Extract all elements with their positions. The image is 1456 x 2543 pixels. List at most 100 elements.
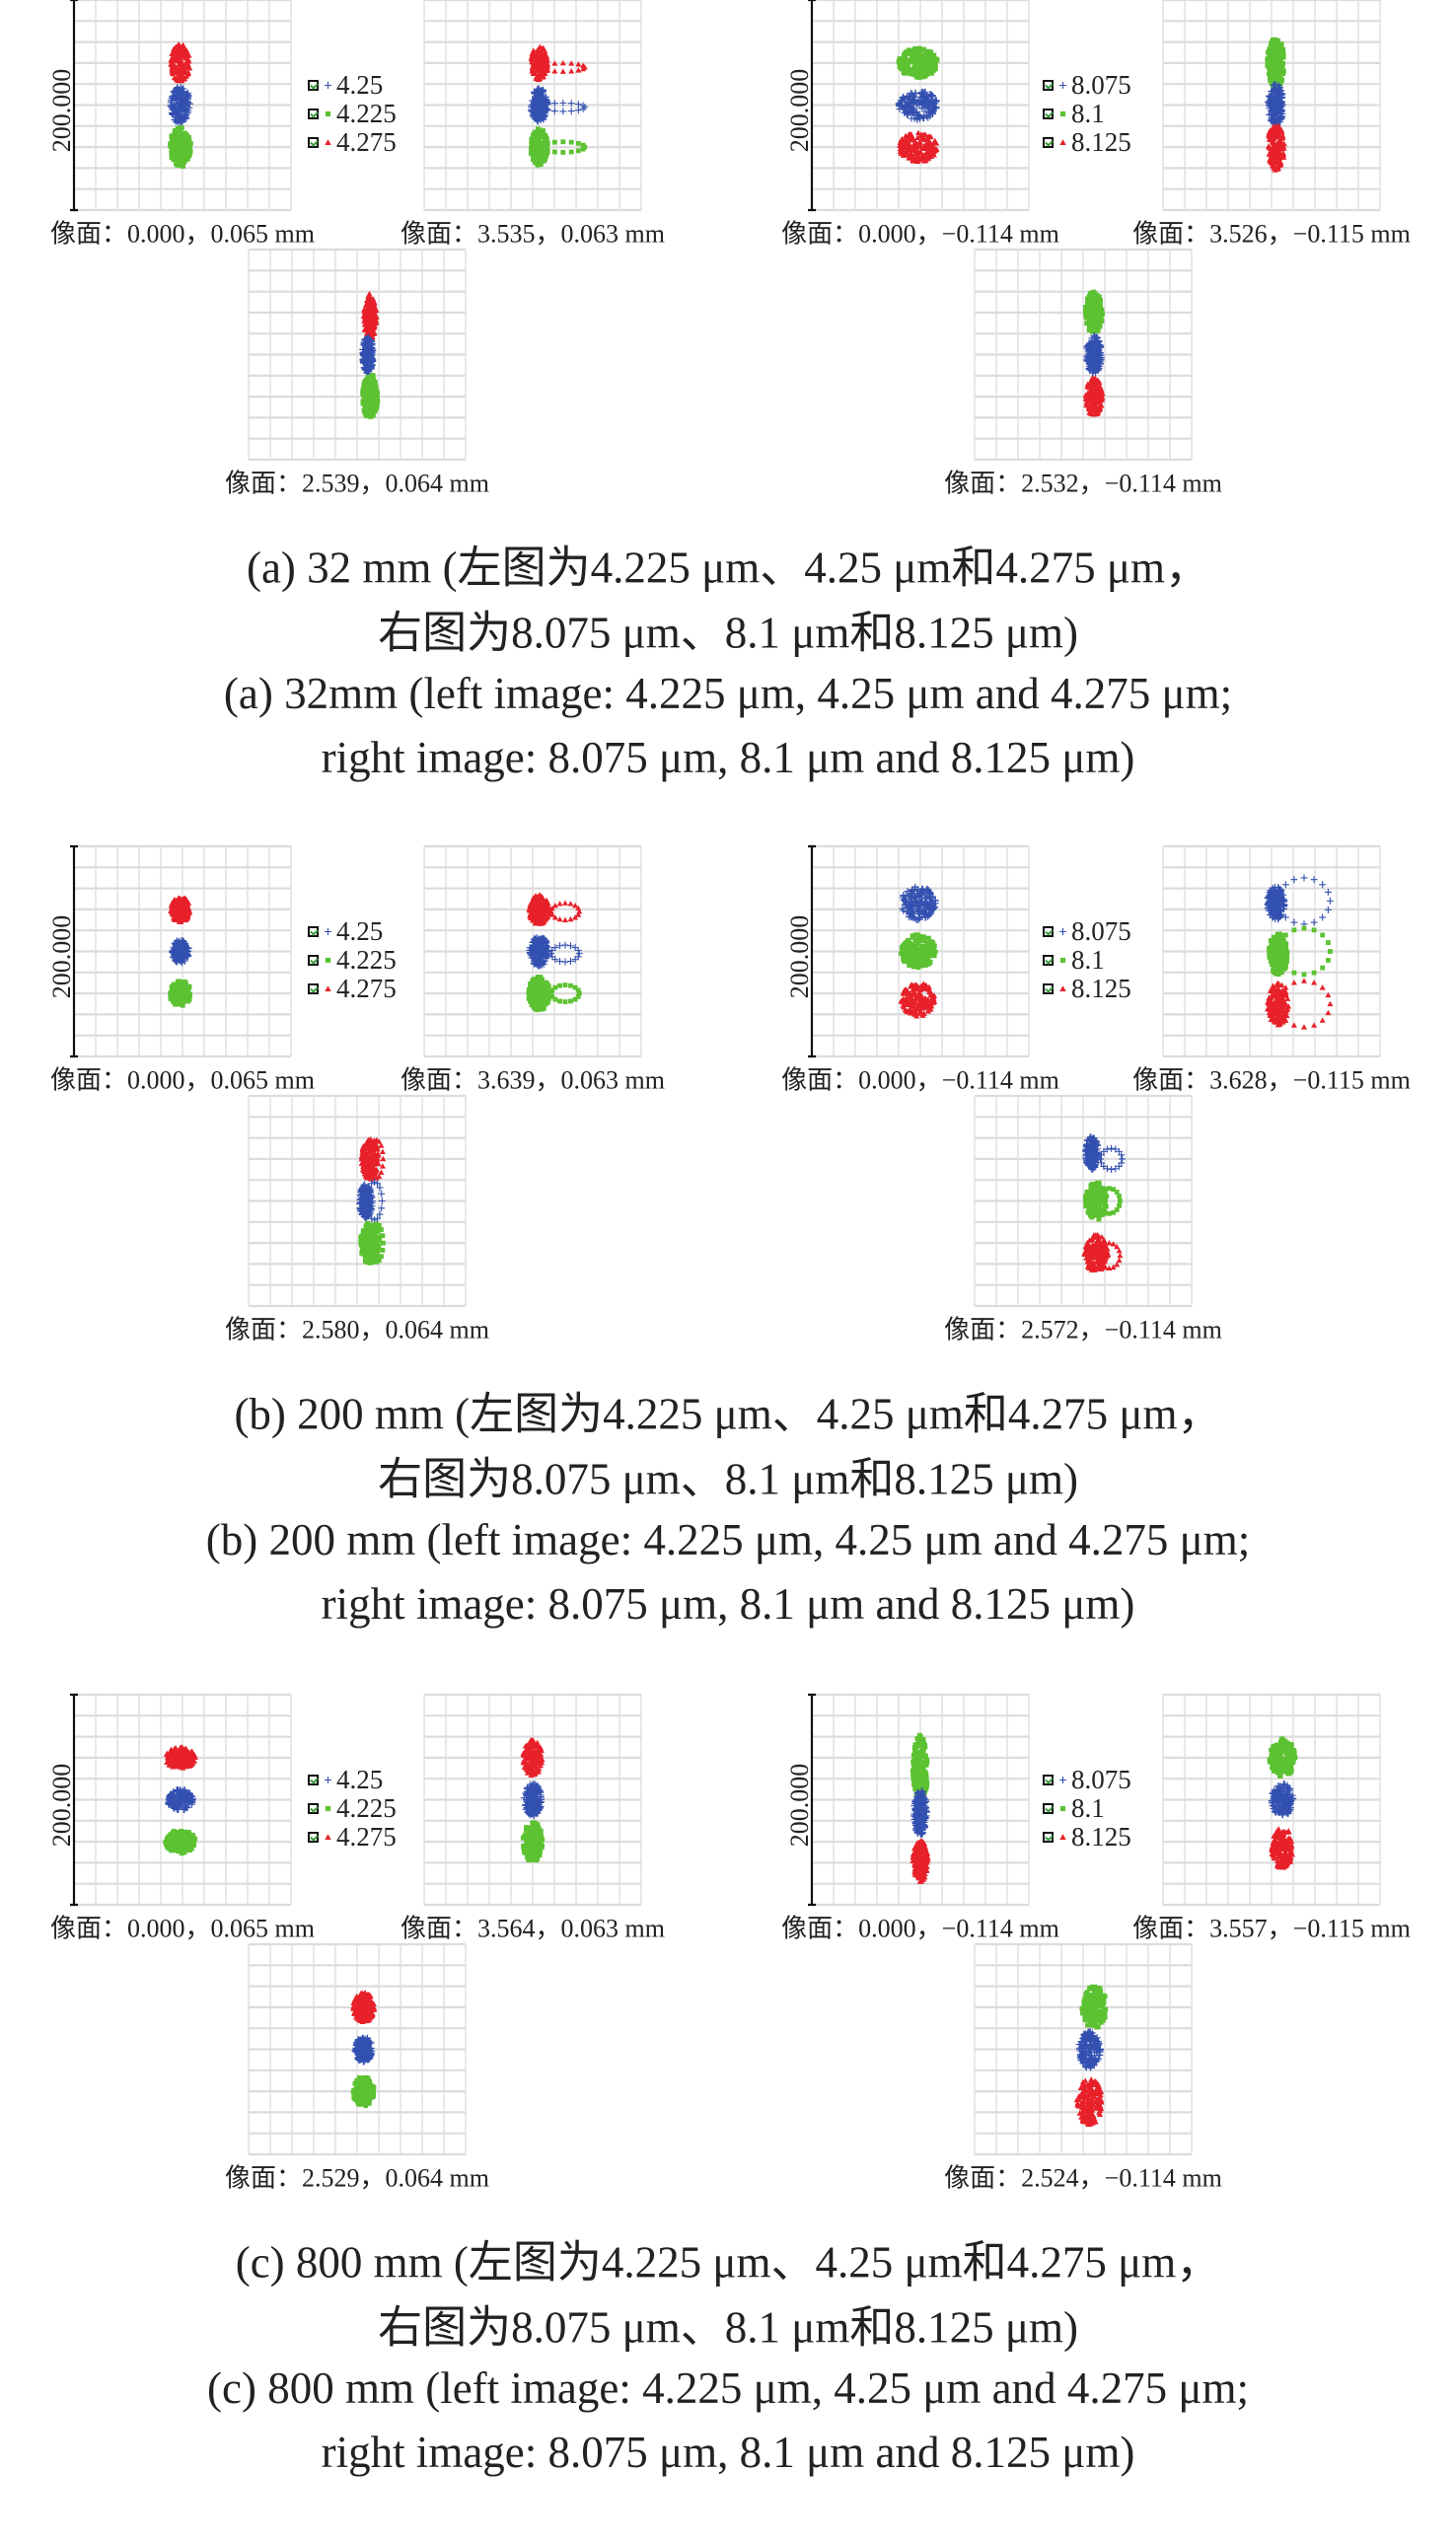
legend-item[interactable]: 4.275 bbox=[308, 128, 397, 157]
square-marker bbox=[928, 50, 933, 55]
blue-spot-cluster bbox=[899, 884, 938, 923]
legend-label: 4.225 bbox=[336, 100, 397, 128]
square-marker bbox=[921, 961, 926, 966]
plus-marker bbox=[556, 958, 563, 965]
square-marker bbox=[530, 151, 535, 156]
square-marker bbox=[912, 964, 917, 969]
square-marker bbox=[569, 140, 574, 145]
scale-axis-label: 200.000 bbox=[47, 69, 77, 153]
square-marker bbox=[368, 388, 373, 393]
checkbox-checked-icon[interactable] bbox=[308, 109, 319, 119]
panel-label: 像面：0.000，−0.114 mm bbox=[781, 1060, 1059, 1097]
checkbox-checked-icon[interactable] bbox=[308, 137, 319, 148]
plus-marker bbox=[580, 102, 587, 109]
panel-label: 像面：2.539，0.064 mm bbox=[225, 464, 489, 500]
checkbox-checked-icon[interactable] bbox=[1043, 137, 1054, 148]
spot-diagram bbox=[1163, 0, 1380, 210]
panel-label: 像面：3.526，−0.115 mm bbox=[1132, 214, 1411, 251]
triangle-marker bbox=[568, 68, 574, 73]
square-marker bbox=[364, 400, 369, 404]
square-marker bbox=[541, 143, 546, 148]
legend-item[interactable]: 8.1 bbox=[1043, 100, 1131, 128]
blue-spot-cluster bbox=[167, 84, 193, 126]
square-marker bbox=[576, 141, 581, 146]
spot-diagram-panel bbox=[74, 0, 291, 210]
square-marker bbox=[1088, 292, 1093, 297]
square-marker bbox=[1275, 50, 1280, 55]
square-marker bbox=[912, 67, 917, 72]
plus-marker bbox=[559, 108, 566, 114]
triangle-marker bbox=[562, 917, 568, 922]
spot-diagram-panel bbox=[975, 250, 1192, 460]
panel-label: 像面：0.000，−0.114 mm bbox=[781, 214, 1059, 251]
checkbox-checked-icon[interactable] bbox=[308, 80, 319, 91]
square-marker bbox=[368, 413, 373, 418]
spot-diagram-panel bbox=[812, 0, 1029, 210]
square-marker bbox=[538, 1005, 543, 1010]
checkbox-checked-icon[interactable] bbox=[1043, 80, 1054, 91]
spot-diagram bbox=[424, 0, 641, 210]
legend-item[interactable]: 8.075 bbox=[1043, 71, 1131, 100]
legend-item[interactable]: 8.125 bbox=[1043, 128, 1131, 157]
square-marker bbox=[568, 983, 573, 988]
square-marker bbox=[910, 59, 915, 64]
red-spot-cluster bbox=[897, 130, 939, 164]
square-marker bbox=[898, 56, 903, 61]
square-marker bbox=[1271, 67, 1275, 72]
square-marker bbox=[907, 948, 911, 953]
triangle-icon bbox=[1057, 137, 1068, 148]
square-marker bbox=[1266, 50, 1271, 55]
legend-item[interactable]: 4.25 bbox=[308, 71, 397, 100]
square-marker bbox=[914, 947, 919, 952]
green-spot-cluster bbox=[168, 125, 193, 169]
spot-diagram-panel bbox=[424, 0, 641, 210]
square-marker bbox=[1274, 38, 1278, 43]
square-marker bbox=[1271, 54, 1275, 59]
square-marker bbox=[918, 951, 923, 956]
square-marker bbox=[916, 934, 921, 939]
spot-diagram-panel bbox=[249, 250, 466, 460]
square-marker bbox=[181, 164, 185, 169]
square-marker bbox=[1089, 322, 1094, 327]
square-marker bbox=[1274, 43, 1279, 48]
plus-marker bbox=[562, 942, 569, 949]
square-marker bbox=[173, 131, 178, 136]
square-marker bbox=[560, 150, 565, 155]
blue-spot-cluster bbox=[1083, 332, 1105, 376]
square-marker bbox=[183, 987, 188, 992]
triangle-marker bbox=[567, 916, 573, 921]
square-marker bbox=[538, 976, 543, 981]
plus-marker bbox=[568, 108, 575, 114]
plus-marker bbox=[325, 82, 331, 89]
square-marker bbox=[560, 139, 565, 144]
grid-lines bbox=[975, 250, 1192, 460]
square-marker bbox=[573, 997, 578, 1002]
square-marker bbox=[173, 989, 178, 994]
square-marker bbox=[576, 987, 581, 992]
square-marker bbox=[544, 983, 548, 988]
square-marker bbox=[922, 53, 927, 58]
square-icon bbox=[1057, 109, 1068, 119]
square-marker bbox=[1267, 56, 1272, 61]
plus-marker bbox=[1059, 82, 1066, 89]
square-marker bbox=[915, 940, 920, 945]
square-marker bbox=[907, 61, 911, 66]
square-marker bbox=[170, 135, 175, 140]
legend-item[interactable]: 4.225 bbox=[308, 100, 397, 128]
square-marker bbox=[1093, 294, 1098, 299]
spot-diagram-panel bbox=[1163, 0, 1380, 210]
square-marker bbox=[533, 983, 538, 988]
square-marker bbox=[563, 999, 568, 1004]
spot-diagram bbox=[975, 250, 1192, 460]
plus-icon bbox=[1057, 80, 1068, 91]
blue-spot-cluster bbox=[896, 89, 940, 123]
square-marker bbox=[183, 152, 188, 157]
panel-label: 像面：0.000，0.065 mm bbox=[50, 1060, 315, 1097]
blue-spot-cluster bbox=[1265, 81, 1286, 129]
square-marker bbox=[925, 942, 930, 947]
square-marker bbox=[546, 148, 550, 153]
square-marker bbox=[923, 952, 928, 957]
spot-diagram bbox=[74, 846, 291, 1056]
checkbox-checked-icon[interactable] bbox=[1043, 109, 1054, 119]
panel-label: 像面：3.535，0.063 mm bbox=[400, 214, 665, 251]
